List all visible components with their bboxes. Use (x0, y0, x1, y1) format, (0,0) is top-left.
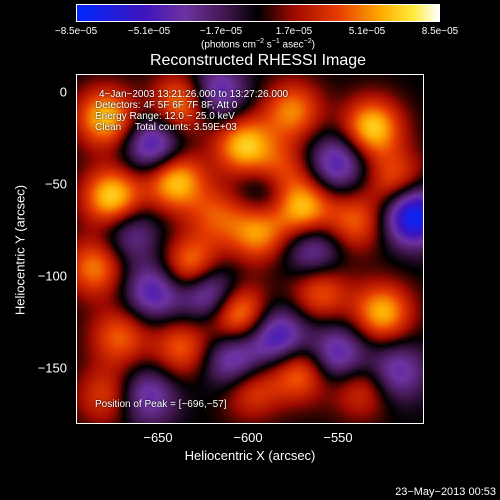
x-tick-label: −550 (323, 430, 353, 445)
colorbar (76, 4, 440, 22)
colorbar-tick: −8.5e−05 (54, 26, 98, 37)
colorbar-tick: −5.1e−05 (127, 26, 171, 37)
y-tick-label: −150 (37, 360, 67, 376)
heatmap-image (77, 75, 423, 423)
x-tick-label: −600 (233, 430, 263, 445)
colorbar-tick: 1.7e−05 (275, 26, 313, 37)
colorbar-units: (photons cm−2 s−1 asec−2) (200, 38, 316, 51)
plot-area: 4−Jan−2003 13:21:26.000 to 13:27:26.000 … (76, 74, 424, 424)
chart-title: Reconstructed RHESSI Image (149, 52, 367, 69)
timestamp: 23−May−2013 00:53 (395, 486, 496, 498)
annotation-detectors: Detectors: 4F 5F 6F 7F 8F, Att 0 (95, 100, 238, 111)
annotation-energy-range: Energy Range: 12.0 − 25.0 keV (95, 111, 235, 122)
colorbar-tick: 5.1e−05 (348, 26, 386, 37)
annotation-peak-position: Position of Peak = [−696,−57] (95, 399, 227, 410)
annotation-time-range: 4−Jan−2003 13:21:26.000 to 13:27:26.000 (99, 89, 289, 100)
y-axis-label: Heliocentric Y (arcsec) (12, 184, 28, 316)
x-tick-label: −650 (143, 430, 173, 445)
colorbar-tick: 8.5e−05 (421, 26, 459, 37)
colorbar-tick: −1.7e−05 (199, 26, 243, 37)
y-tick-label: −100 (37, 268, 67, 284)
y-tick-label: 0 (59, 84, 67, 100)
x-axis-label: Heliocentric X (arcsec) (184, 448, 316, 463)
y-tick-label: −50 (44, 176, 67, 192)
annotation-method-counts: Clean Total counts: 3.59E+03 (95, 122, 237, 133)
